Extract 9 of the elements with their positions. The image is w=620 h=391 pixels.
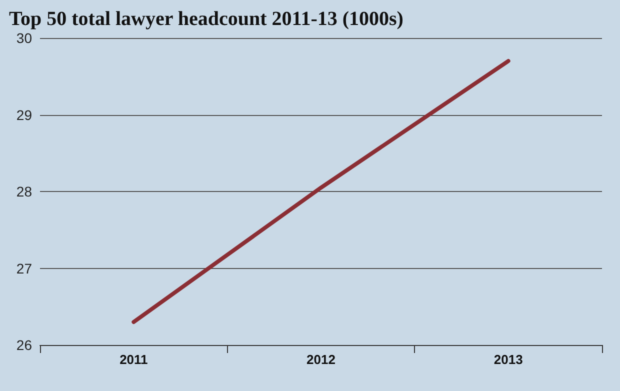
x-tick-label: 2012	[306, 352, 336, 367]
y-tick-label: 29	[16, 106, 32, 123]
x-tick-label: 2011	[120, 352, 148, 367]
y-tick-label: 26	[16, 337, 32, 353]
x-tick-label: 2013	[494, 352, 523, 367]
chart-title: Top 50 total lawyer headcount 2011-13 (1000s)	[9, 8, 404, 30]
y-tick-label: 30	[16, 30, 32, 46]
y-tick-label: 28	[16, 184, 32, 200]
y-tick-label: 27	[16, 260, 32, 276]
